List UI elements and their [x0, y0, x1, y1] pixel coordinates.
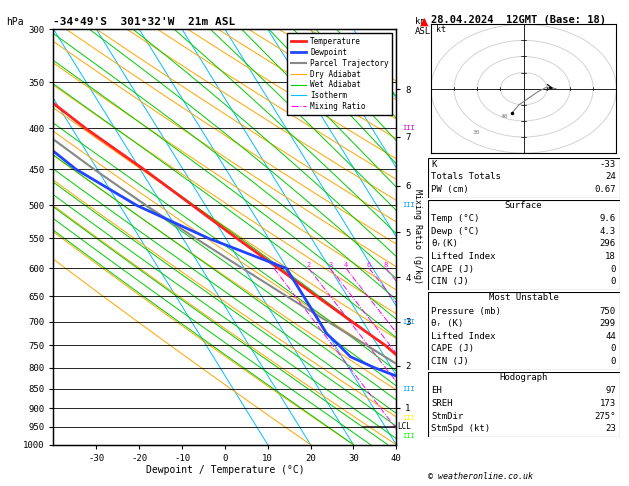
Text: kt: kt [435, 25, 445, 35]
Text: 8: 8 [384, 262, 388, 268]
Legend: Temperature, Dewpoint, Parcel Trajectory, Dry Adiabat, Wet Adiabat, Isotherm, Mi: Temperature, Dewpoint, Parcel Trajectory… [287, 33, 392, 115]
Text: LCL: LCL [398, 422, 411, 431]
Text: 9.6: 9.6 [599, 214, 616, 223]
Text: K: K [431, 160, 437, 169]
Y-axis label: Mixing Ratio (g/kg): Mixing Ratio (g/kg) [413, 190, 422, 284]
Text: CIN (J): CIN (J) [431, 357, 469, 366]
Text: -34°49'S  301°32'W  21m ASL: -34°49'S 301°32'W 21m ASL [53, 17, 236, 27]
Text: 4.3: 4.3 [599, 227, 616, 236]
Text: 299: 299 [599, 319, 616, 328]
X-axis label: Dewpoint / Temperature (°C): Dewpoint / Temperature (°C) [145, 466, 304, 475]
Text: Hodograph: Hodograph [499, 373, 548, 382]
Text: 0: 0 [610, 345, 616, 353]
Text: 97: 97 [605, 386, 616, 395]
Text: Pressure (mb): Pressure (mb) [431, 307, 501, 315]
Text: Dewp (°C): Dewp (°C) [431, 227, 480, 236]
Text: 0: 0 [610, 265, 616, 274]
Text: 40: 40 [501, 114, 508, 119]
Text: 30: 30 [472, 130, 480, 135]
Text: III: III [403, 125, 415, 131]
Text: © weatheronline.co.uk: © weatheronline.co.uk [428, 472, 533, 481]
Text: PW (cm): PW (cm) [431, 185, 469, 194]
Text: 0: 0 [610, 278, 616, 286]
Text: StmDir: StmDir [431, 412, 464, 420]
Text: 44: 44 [605, 332, 616, 341]
Text: 173: 173 [599, 399, 616, 408]
Text: θᵣ (K): θᵣ (K) [431, 319, 464, 328]
Text: Surface: Surface [505, 201, 542, 210]
Text: θᵣ(K): θᵣ(K) [431, 240, 459, 248]
Text: 1: 1 [272, 262, 276, 268]
Text: ▲: ▲ [420, 17, 429, 27]
Text: CAPE (J): CAPE (J) [431, 345, 474, 353]
Text: 3: 3 [328, 262, 332, 268]
Text: 0.67: 0.67 [594, 185, 616, 194]
Text: EH: EH [431, 386, 442, 395]
Text: III: III [403, 385, 415, 392]
Text: III: III [403, 319, 415, 325]
Text: 28.04.2024  12GMT (Base: 18): 28.04.2024 12GMT (Base: 18) [431, 15, 606, 25]
Text: Lifted Index: Lifted Index [431, 252, 496, 261]
Text: -33: -33 [599, 160, 616, 169]
Text: 750: 750 [599, 307, 616, 315]
Text: III: III [403, 203, 415, 208]
Text: 23: 23 [605, 424, 616, 433]
Text: III: III [403, 415, 415, 421]
Text: 275°: 275° [594, 412, 616, 420]
Text: 6: 6 [367, 262, 371, 268]
Text: 0: 0 [610, 357, 616, 366]
Text: III: III [403, 433, 415, 439]
Text: km
ASL: km ASL [415, 17, 431, 36]
Text: Lifted Index: Lifted Index [431, 332, 496, 341]
Text: CIN (J): CIN (J) [431, 278, 469, 286]
Text: Temp (°C): Temp (°C) [431, 214, 480, 223]
Text: 2: 2 [307, 262, 311, 268]
Text: 24: 24 [605, 173, 616, 181]
Text: 18: 18 [605, 252, 616, 261]
Text: SREH: SREH [431, 399, 453, 408]
Text: StmSpd (kt): StmSpd (kt) [431, 424, 491, 433]
Text: 296: 296 [599, 240, 616, 248]
Text: Totals Totals: Totals Totals [431, 173, 501, 181]
Text: CAPE (J): CAPE (J) [431, 265, 474, 274]
Text: Most Unstable: Most Unstable [489, 293, 559, 302]
Text: hPa: hPa [6, 17, 24, 27]
Text: 4: 4 [344, 262, 348, 268]
